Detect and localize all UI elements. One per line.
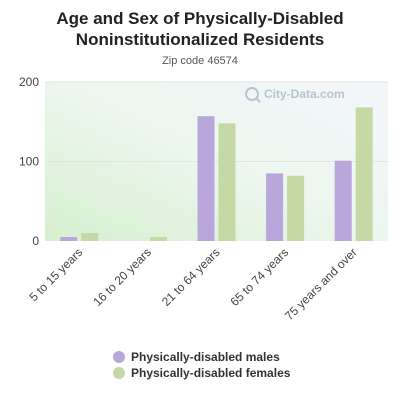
y-tick-label: 200 bbox=[19, 75, 39, 89]
x-tick-label: 16 to 20 years bbox=[90, 245, 154, 309]
watermark: City-Data.com bbox=[245, 87, 345, 103]
legend-item-females: Physically-disabled females bbox=[113, 365, 290, 381]
bar-females bbox=[287, 175, 305, 241]
x-tick-label: 65 to 74 years bbox=[228, 245, 292, 309]
legend-item-males: Physically-disabled males bbox=[113, 349, 290, 365]
bar-females bbox=[81, 233, 99, 241]
legend-swatch-females bbox=[113, 367, 125, 379]
chart-title: Age and Sex of Physically-Disabled Nonin… bbox=[56, 9, 344, 49]
chart-subtitle: Zip code 46574 bbox=[162, 55, 238, 67]
bar-males bbox=[266, 173, 284, 241]
legend-label-males: Physically-disabled males bbox=[131, 350, 280, 364]
legend: Physically-disabled males Physically-dis… bbox=[113, 349, 290, 381]
bar-females bbox=[355, 107, 373, 241]
bar-females bbox=[149, 237, 167, 241]
bar-females bbox=[218, 123, 236, 241]
legend-swatch-males bbox=[113, 351, 125, 363]
x-tick-label: 5 to 15 years bbox=[26, 245, 85, 304]
bar-males bbox=[334, 160, 352, 241]
x-tick-label: 75 years and over bbox=[282, 245, 360, 323]
legend-label-females: Physically-disabled females bbox=[131, 366, 291, 380]
y-tick-label: 100 bbox=[19, 155, 39, 169]
bar-males bbox=[60, 237, 78, 241]
bar-males bbox=[197, 116, 215, 241]
y-tick-label: 0 bbox=[32, 234, 39, 248]
watermark-text: City-Data.com bbox=[264, 87, 345, 101]
x-tick-label: 21 to 64 years bbox=[159, 245, 223, 309]
